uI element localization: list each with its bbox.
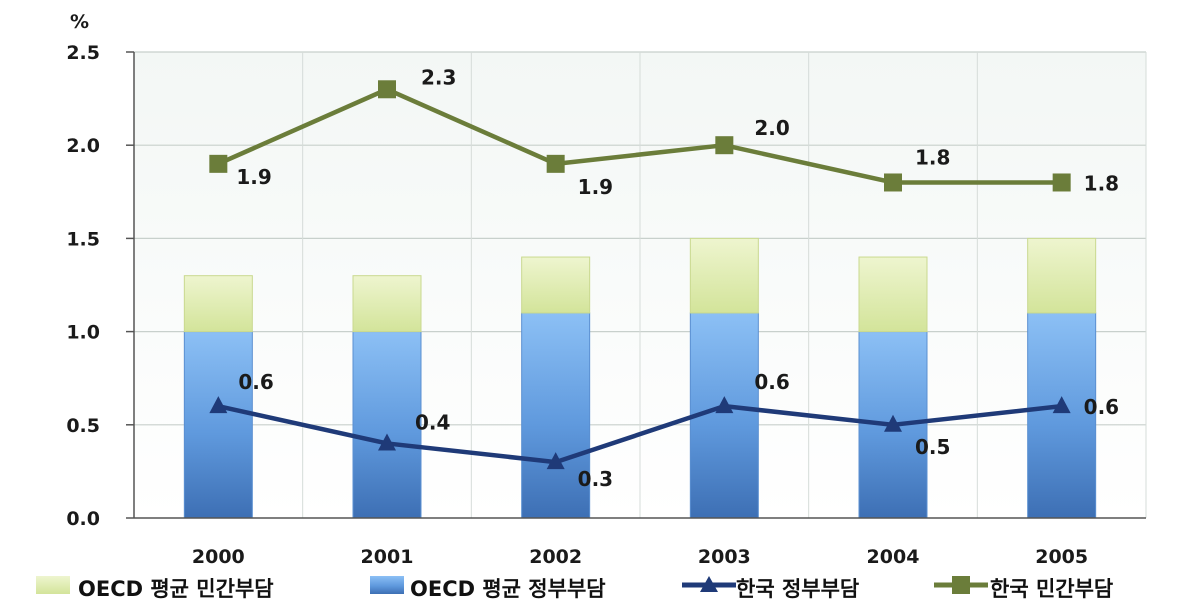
marker-korea-government <box>378 433 396 451</box>
marker-korea-government <box>546 452 565 470</box>
bar-oecd-government <box>1027 312 1097 519</box>
data-labels: 1.9 2.3 1.9 2.0 1.8 1.8 0.6 0.4 0.3 0.6 0.5 0.6 <box>236 65 1119 491</box>
x-tick-label: 2002 <box>529 546 582 568</box>
legend-swatch-oecd-government <box>370 576 404 594</box>
marker-korea-government <box>884 414 902 432</box>
data-label-korea-private: 2.3 <box>421 65 456 89</box>
y-axis-unit: % <box>70 11 89 33</box>
bar-oecd-private <box>521 256 591 314</box>
data-label-korea-government: 0.4 <box>415 410 450 434</box>
legend-item-oecd-government: OECD 평균 정부부담 <box>370 576 606 601</box>
y-tick-label: 0.0 <box>66 508 100 530</box>
marker-korea-government <box>715 396 734 414</box>
legend-label-korea-government: 한국 정부부담 <box>736 577 859 601</box>
data-label-korea-government: 0.6 <box>1084 395 1119 419</box>
line-korea-private <box>217 87 1062 185</box>
legend-label-korea-private: 한국 민간부담 <box>990 577 1113 601</box>
x-tick-label: 2005 <box>1035 546 1088 568</box>
legend-marker-triangle <box>700 576 718 592</box>
data-label-korea-government: 0.6 <box>754 370 789 394</box>
bar-oecd-private <box>858 256 928 333</box>
data-label-korea-government: 0.5 <box>915 435 950 459</box>
legend-label-oecd-private: OECD 평균 민간부담 <box>78 577 274 601</box>
y-tick-label: 2.5 <box>66 42 100 64</box>
bar-oecd-private <box>1027 237 1097 314</box>
y-tick-label: 0.5 <box>66 415 100 437</box>
marker-korea-government <box>1052 396 1071 414</box>
marker-korea-private <box>715 136 734 155</box>
legend: OECD 평균 민간부담 OECD 평균 정부부담 한국 정부부담 한국 민간부… <box>36 576 1113 601</box>
marker-korea-government <box>209 396 228 414</box>
bar-oecd-government <box>521 312 591 519</box>
marker-korea-private <box>1052 173 1071 192</box>
data-label-korea-private: 1.8 <box>1084 171 1119 195</box>
data-label-korea-private: 1.9 <box>236 165 271 189</box>
legend-swatch-oecd-private <box>36 576 70 594</box>
axes: 0.0 0.5 1.0 1.5 2.0 2.5 2000 2001 2002 2003 2004 20… <box>66 42 1146 568</box>
bar-oecd-private <box>689 237 759 314</box>
y-tick-label: 1.0 <box>66 322 100 344</box>
bar-oecd-government <box>352 331 422 519</box>
legend-label-oecd-government: OECD 평균 정부부담 <box>410 577 606 601</box>
data-label-korea-private: 1.8 <box>915 145 950 169</box>
legend-item-korea-private: 한국 민간부담 <box>934 576 1113 601</box>
x-tick-label: 2004 <box>867 546 920 568</box>
marker-korea-private <box>209 154 228 173</box>
bar-oecd-private <box>183 275 253 333</box>
data-label-korea-government: 0.3 <box>578 467 613 491</box>
marker-korea-private <box>378 80 396 99</box>
bar-oecd-private <box>352 275 422 333</box>
marker-korea-private <box>884 173 902 192</box>
y-tick-label: 1.5 <box>66 228 100 250</box>
bar-oecd-government <box>183 331 253 519</box>
legend-marker-square <box>952 576 970 594</box>
legend-item-oecd-private: OECD 평균 민간부담 <box>36 576 274 601</box>
marker-korea-private <box>546 154 565 173</box>
line-korea-government <box>217 403 1062 465</box>
gridlines <box>134 51 1147 518</box>
x-tick-label: 2000 <box>192 546 245 568</box>
data-label-korea-private: 1.9 <box>578 175 613 199</box>
y-tick-label: 2.0 <box>66 135 100 157</box>
x-tick-label: 2003 <box>698 546 751 568</box>
data-label-korea-private: 2.0 <box>754 116 789 140</box>
legend-item-korea-government: 한국 정부부담 <box>682 576 859 601</box>
lines <box>209 80 1071 470</box>
data-label-korea-government: 0.6 <box>238 370 273 394</box>
bars <box>183 237 1097 519</box>
x-tick-label: 2001 <box>361 546 414 568</box>
